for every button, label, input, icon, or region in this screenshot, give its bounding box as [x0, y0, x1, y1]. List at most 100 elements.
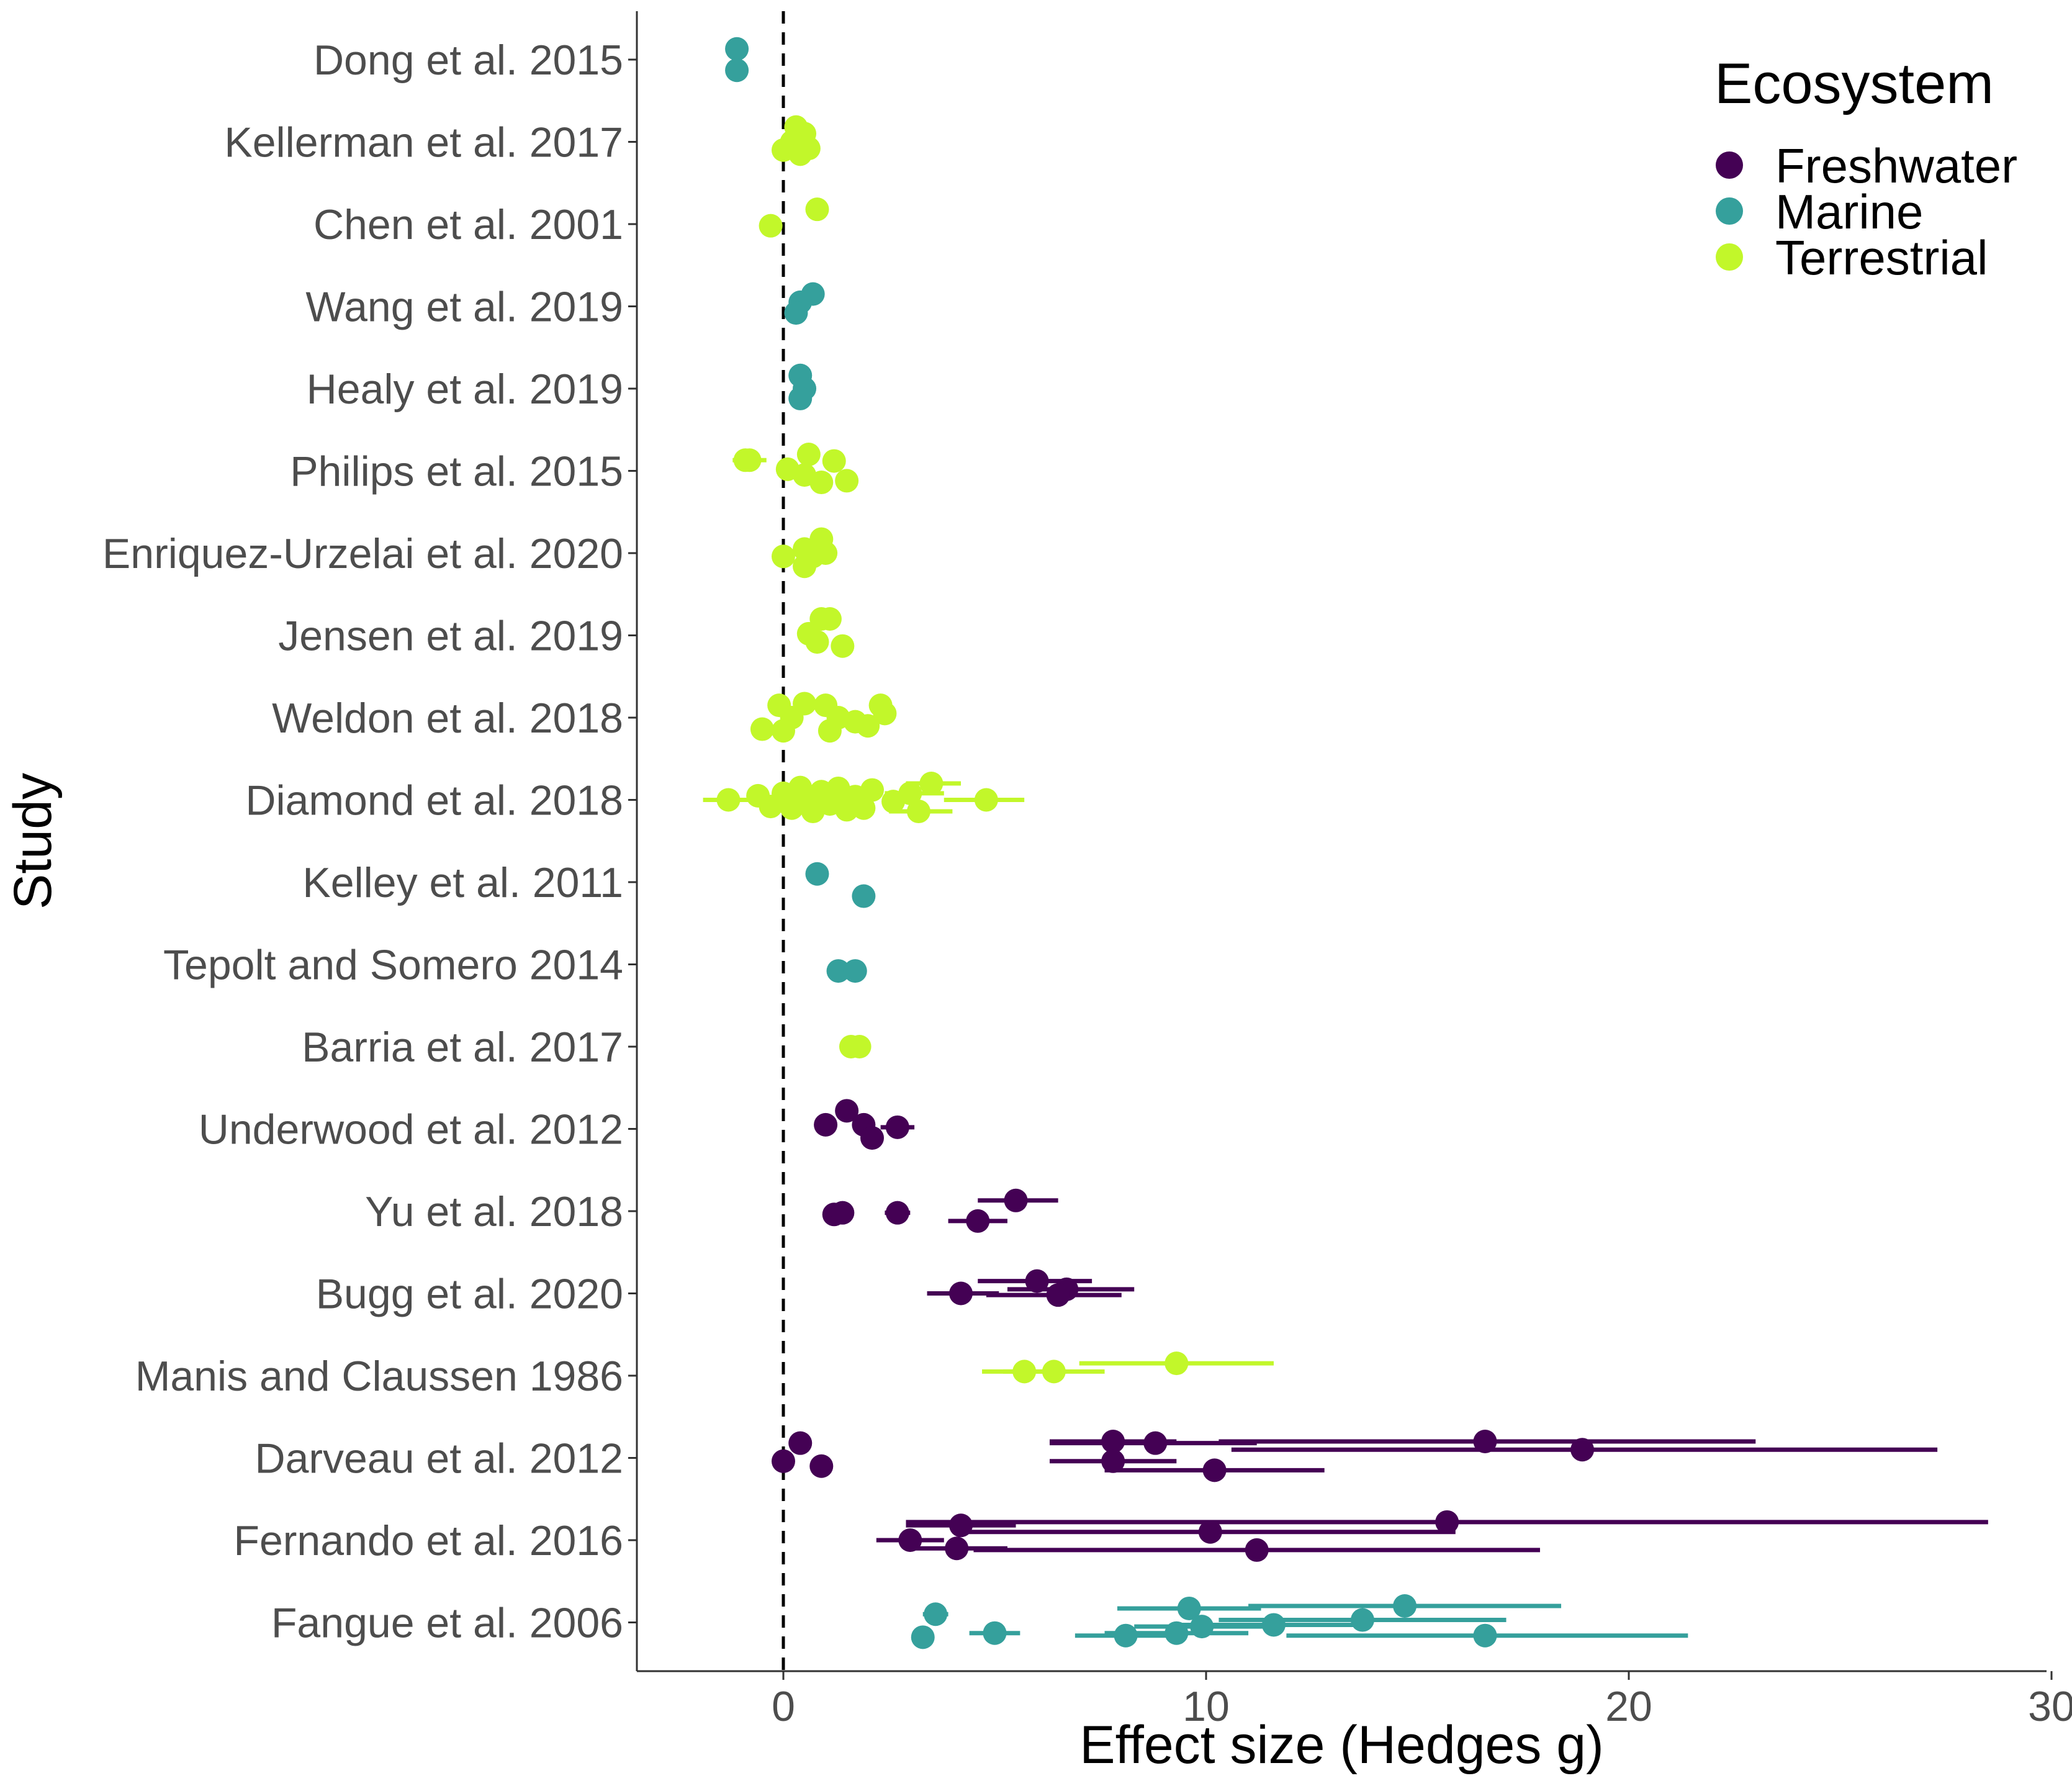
- y-tick-label: Chen et al. 2001: [313, 201, 623, 248]
- data-point: [835, 469, 859, 493]
- data-point: [945, 1536, 969, 1561]
- data-point: [974, 788, 998, 812]
- data-point: [1570, 1438, 1595, 1462]
- data-point: [911, 1625, 935, 1649]
- legend-swatch: [1716, 243, 1743, 271]
- data-point: [826, 959, 850, 983]
- y-tick-label: Kellerman et al. 2017: [224, 119, 623, 166]
- x-tick-label: 10: [1182, 1683, 1230, 1730]
- data-point: [818, 719, 842, 743]
- y-tick-label: Philips et al. 2015: [290, 448, 623, 495]
- data-point: [1101, 1449, 1125, 1473]
- data-point: [1012, 1360, 1037, 1384]
- data-point: [949, 1513, 973, 1538]
- data-point: [796, 443, 821, 466]
- data-point: [1473, 1430, 1497, 1453]
- legend-entry-label: Terrestrial: [1775, 230, 1988, 285]
- legend-swatch: [1716, 197, 1743, 225]
- data-point: [1350, 1608, 1374, 1632]
- data-point: [1143, 1431, 1168, 1455]
- x-tick-label: 30: [2028, 1683, 2072, 1730]
- y-tick-label: Jensen et al. 2019: [278, 613, 623, 660]
- data-point: [835, 1099, 859, 1123]
- data-point: [885, 1201, 909, 1225]
- data-point: [1046, 1283, 1070, 1307]
- y-tick-label: Fernando et al. 2016: [233, 1517, 623, 1564]
- y-tick-label: Darveau et al. 2012: [254, 1435, 623, 1482]
- data-point: [788, 1431, 813, 1455]
- data-point: [805, 862, 829, 886]
- data-point: [814, 541, 838, 565]
- data-point: [860, 1126, 885, 1150]
- data-point: [793, 554, 817, 579]
- data-point: [809, 1454, 834, 1478]
- data-point: [725, 58, 749, 83]
- data-point: [725, 37, 749, 61]
- data-point: [1164, 1351, 1189, 1376]
- data-point: [1004, 1188, 1028, 1212]
- data-point: [949, 1281, 973, 1306]
- y-tick-label: Underwood et al. 2012: [199, 1106, 623, 1153]
- data-point: [906, 800, 930, 824]
- data-point: [1261, 1613, 1286, 1637]
- y-tick-label: Barria et al. 2017: [302, 1024, 623, 1071]
- y-tick-label: Manis and Claussen 1986: [135, 1353, 623, 1400]
- legend-title: Ecosystem: [1714, 52, 1994, 115]
- data-point: [788, 386, 813, 410]
- y-tick-label: Kelley et al. 2011: [302, 859, 623, 906]
- data-point: [856, 714, 880, 738]
- legend-swatch: [1716, 151, 1743, 179]
- data-point: [843, 959, 867, 983]
- error-bars-layer: [703, 458, 1988, 1638]
- data-point: [809, 471, 834, 495]
- legend-entry-label: Marine: [1775, 184, 1923, 239]
- data-point: [852, 884, 876, 908]
- y-tick-label: Dong et al. 2015: [313, 37, 623, 84]
- data-point: [898, 781, 922, 805]
- data-point: [822, 449, 846, 473]
- y-tick-label: Wang et al. 2019: [305, 284, 623, 331]
- data-point: [1245, 1538, 1269, 1562]
- legend-entry-label: Freshwater: [1775, 138, 2017, 193]
- data-point: [873, 701, 897, 726]
- data-point: [831, 1201, 855, 1225]
- y-tick-label: Yu et al. 2018: [365, 1188, 623, 1235]
- data-point: [1198, 1520, 1222, 1544]
- data-point: [772, 1449, 795, 1473]
- data-point: [885, 1115, 909, 1139]
- x-tick-label: 0: [772, 1683, 795, 1730]
- data-point: [966, 1209, 990, 1233]
- x-axis-title: Effect size (Hedges g): [1079, 1715, 1603, 1775]
- data-point: [1202, 1458, 1227, 1482]
- y-tick-label: Fangue et al. 2006: [271, 1600, 623, 1647]
- data-point: [818, 607, 842, 631]
- data-point: [750, 717, 774, 741]
- data-point: [919, 772, 944, 795]
- data-point: [852, 796, 876, 820]
- y-axis-title: Study: [3, 773, 63, 909]
- data-point: [860, 778, 885, 802]
- y-tick-label: Bugg et al. 2020: [316, 1271, 623, 1318]
- data-point: [1177, 1596, 1201, 1620]
- y-tick-label: Enriquez-Urzelai et al. 2020: [102, 530, 623, 577]
- points-layer: [716, 37, 1595, 1649]
- data-point: [1042, 1360, 1066, 1384]
- y-tick-label: Diamond et al. 2018: [245, 777, 623, 824]
- data-point: [1164, 1621, 1189, 1645]
- y-tick-label: Weldon et al. 2018: [272, 695, 623, 742]
- data-point: [1190, 1615, 1214, 1639]
- data-point: [983, 1621, 1007, 1645]
- data-point: [1101, 1430, 1125, 1453]
- x-tick-label: 20: [1605, 1683, 1652, 1730]
- data-point: [796, 137, 821, 161]
- data-point: [1393, 1594, 1417, 1618]
- data-point: [898, 1528, 922, 1552]
- data-point: [716, 788, 741, 812]
- data-point: [772, 719, 795, 743]
- data-point: [1025, 1269, 1049, 1293]
- data-point: [1114, 1623, 1138, 1648]
- axes-layer: Dong et al. 2015 Kellerman et al. 2017 Che…: [3, 11, 2072, 1775]
- data-point: [1473, 1623, 1497, 1648]
- data-point: [814, 1112, 838, 1137]
- data-point: [805, 630, 829, 654]
